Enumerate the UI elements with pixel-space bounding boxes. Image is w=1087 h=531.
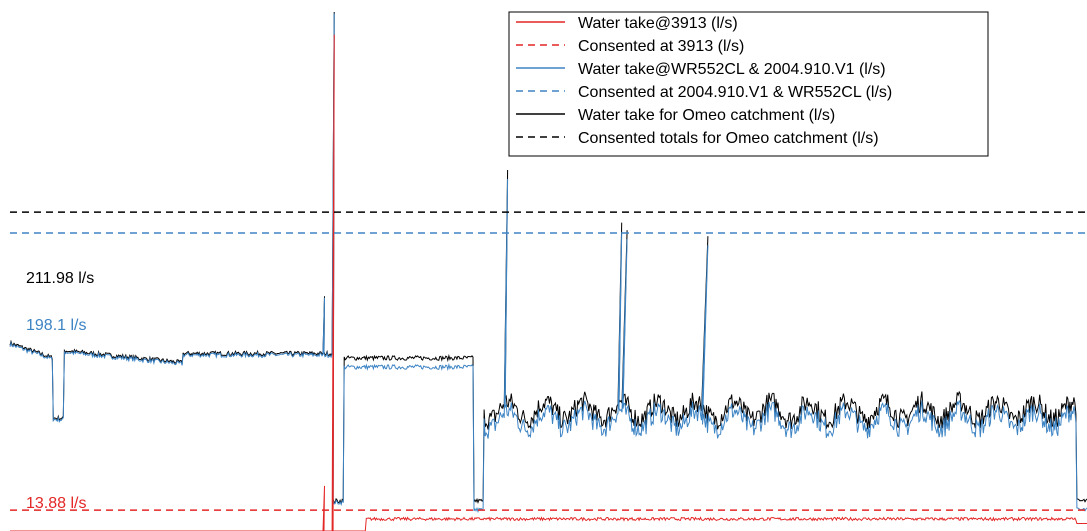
annotation-wr552cl-consented: 198.1 l/s <box>26 317 86 334</box>
legend-label-total-take: Water take for Omeo catchment (l/s) <box>578 107 835 124</box>
series-total-line <box>9 11 1087 505</box>
legend: Water take@3913 (l/s) Consented at 3913 … <box>508 11 989 157</box>
legend-label-wr552cl-consented: Consented at 2004.910.V1 & WR552CL (l/s) <box>578 84 892 101</box>
series-total-take <box>9 11 1087 505</box>
legend-label-wr552cl-take: Water take@WR552CL & 2004.910.V1 (l/s) <box>578 61 886 78</box>
legend-label-total-consented: Consented totals for Omeo catchment (l/s… <box>578 130 879 147</box>
annotation-total-consented: 211.98 l/s <box>26 270 94 287</box>
legend-box <box>508 11 989 157</box>
series-wr552cl-take <box>9 13 1087 514</box>
series-3913-line <box>10 34 1087 531</box>
series-wr552cl-line <box>9 13 1087 514</box>
legend-label-3913-consented: Consented at 3913 (l/s) <box>578 38 744 55</box>
legend-label-3913-take: Water take@3913 (l/s) <box>578 15 738 32</box>
series-3913-take <box>10 34 1087 531</box>
annotation-3913-consented: 13.88 l/s <box>26 495 86 512</box>
